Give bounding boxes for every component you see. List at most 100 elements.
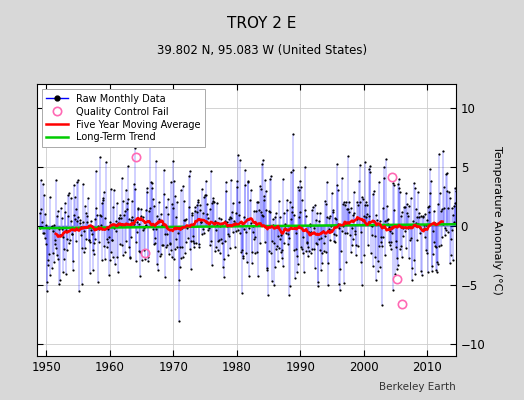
Point [64,192,73,198]
Point [258,157,267,163]
Point [277,232,286,238]
Point [107,186,115,192]
Point [264,292,272,298]
Text: Berkeley Earth: Berkeley Earth [379,382,456,392]
Point [242,250,250,256]
Point [450,203,458,209]
Point [303,240,311,246]
Point [256,182,264,189]
Point [309,204,317,210]
Point [352,242,361,248]
Point [227,176,235,183]
Point [268,238,276,244]
Point [377,239,385,246]
Point [135,247,144,254]
Point [403,225,412,232]
Point [384,221,392,227]
Point [245,225,253,231]
Point [75,288,83,294]
Point [180,217,189,223]
Point [60,246,69,252]
Point [376,218,384,225]
Point [131,186,139,192]
Point [121,208,129,214]
Point [96,212,105,219]
Point [165,196,173,202]
Point [394,181,402,188]
Point [259,192,268,199]
Point [167,179,176,185]
Point [159,242,167,248]
Point [237,246,246,253]
Point [140,222,149,229]
Point [405,203,413,210]
Point [71,194,80,200]
Point [83,218,92,225]
Point [257,186,265,192]
Point [81,203,90,210]
Point [424,204,432,210]
Point [390,206,398,213]
Point [416,230,424,236]
Point [206,168,215,174]
Point [289,131,297,137]
Point [50,222,58,229]
Point [381,252,390,258]
Point [261,239,269,245]
Point [101,215,110,222]
Point [60,256,68,263]
Point [185,246,194,253]
Point [84,237,93,244]
Point [171,245,179,252]
Point [315,247,324,253]
Point [213,246,222,253]
Point [205,221,213,227]
Point [274,233,282,240]
Point [57,205,65,212]
Point [373,217,381,223]
Point [337,228,346,234]
Point [376,264,385,270]
Point [267,250,275,256]
Point [112,228,120,234]
Point [304,228,313,235]
Point [287,169,295,176]
Point [292,269,301,275]
Point [173,199,181,205]
Point [134,204,142,211]
Point [37,176,46,183]
Point [345,199,353,206]
Point [270,282,278,288]
Point [312,210,321,216]
Point [423,269,432,275]
Point [148,195,157,202]
Point [191,208,200,214]
Point [105,234,113,240]
Point [331,238,339,245]
Point [204,215,212,221]
Point [265,176,274,182]
Point [236,157,244,164]
Point [313,241,321,247]
Point [82,210,90,216]
Point [153,213,161,220]
Point [285,235,293,241]
Point [160,274,169,280]
Point [390,182,399,188]
Point [219,220,227,227]
Point [329,208,337,215]
Point [246,219,255,226]
Point [315,218,323,224]
Point [136,249,145,255]
Point [402,244,410,251]
Point [282,229,290,236]
Point [183,235,192,241]
Point [368,190,377,197]
Point [405,255,413,262]
Point [357,259,365,266]
Point [340,198,348,205]
Point [203,226,212,233]
Point [214,215,223,221]
Point [81,245,89,251]
Point [220,256,228,262]
